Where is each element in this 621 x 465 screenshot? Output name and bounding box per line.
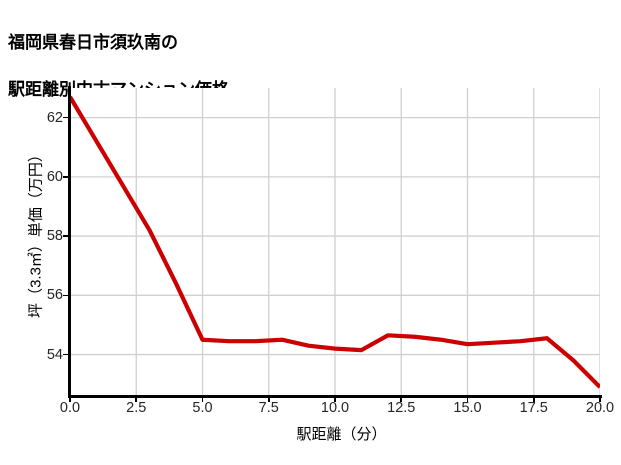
grid-lines [70,88,600,396]
x-tick-label: 15.0 [453,400,482,416]
x-tickmark [532,397,535,402]
x-axis-label-text: 駅距離（分） [296,426,387,443]
x-axis-tick-labels: 0.0 2.5 5.0 7.5 10.0 12.5 15.0 17.5 20.0 [0,400,621,424]
plot-area [70,88,600,396]
y-tick-label: 60 [46,168,63,185]
series-line [70,95,600,389]
y-tick-label: 56 [46,287,63,304]
x-tick-label: 10.0 [320,400,350,416]
x-axis-spine [68,395,602,398]
y-tick-label: 62 [46,109,63,126]
y-tickmark [63,353,68,356]
x-tickmark [400,397,403,402]
x-tickmark [466,397,469,402]
y-tickmark [63,294,68,297]
x-tickmark [334,397,336,402]
x-axis-label: 駅距離（分） [0,423,621,444]
y-tickmark [63,116,68,119]
y-tick-label: 58 [46,228,63,245]
x-tick-label: 7.5 [258,400,279,416]
x-tick-label: 12.5 [387,400,416,416]
chart-title-line-1: 福岡県春日市須玖南の [8,33,178,53]
x-tick-label: 0.0 [59,400,81,416]
data-line-series [70,95,600,389]
x-tick-label: 5.0 [192,400,213,416]
y-tick-label: 54 [46,346,63,363]
y-axis-tick-labels: 54 56 58 60 62 [0,0,63,465]
x-tick-label: 20.0 [585,400,615,416]
x-tickmark [201,397,204,402]
y-tickmark [63,176,68,178]
y-axis-spine [68,86,71,398]
x-tickmark [599,397,601,402]
x-tickmark [69,397,71,402]
x-tickmark [135,397,138,402]
x-tickmark [267,397,270,402]
x-tick-label: 17.5 [519,400,548,416]
y-tickmark [63,235,68,237]
x-tick-label: 2.5 [126,400,147,416]
